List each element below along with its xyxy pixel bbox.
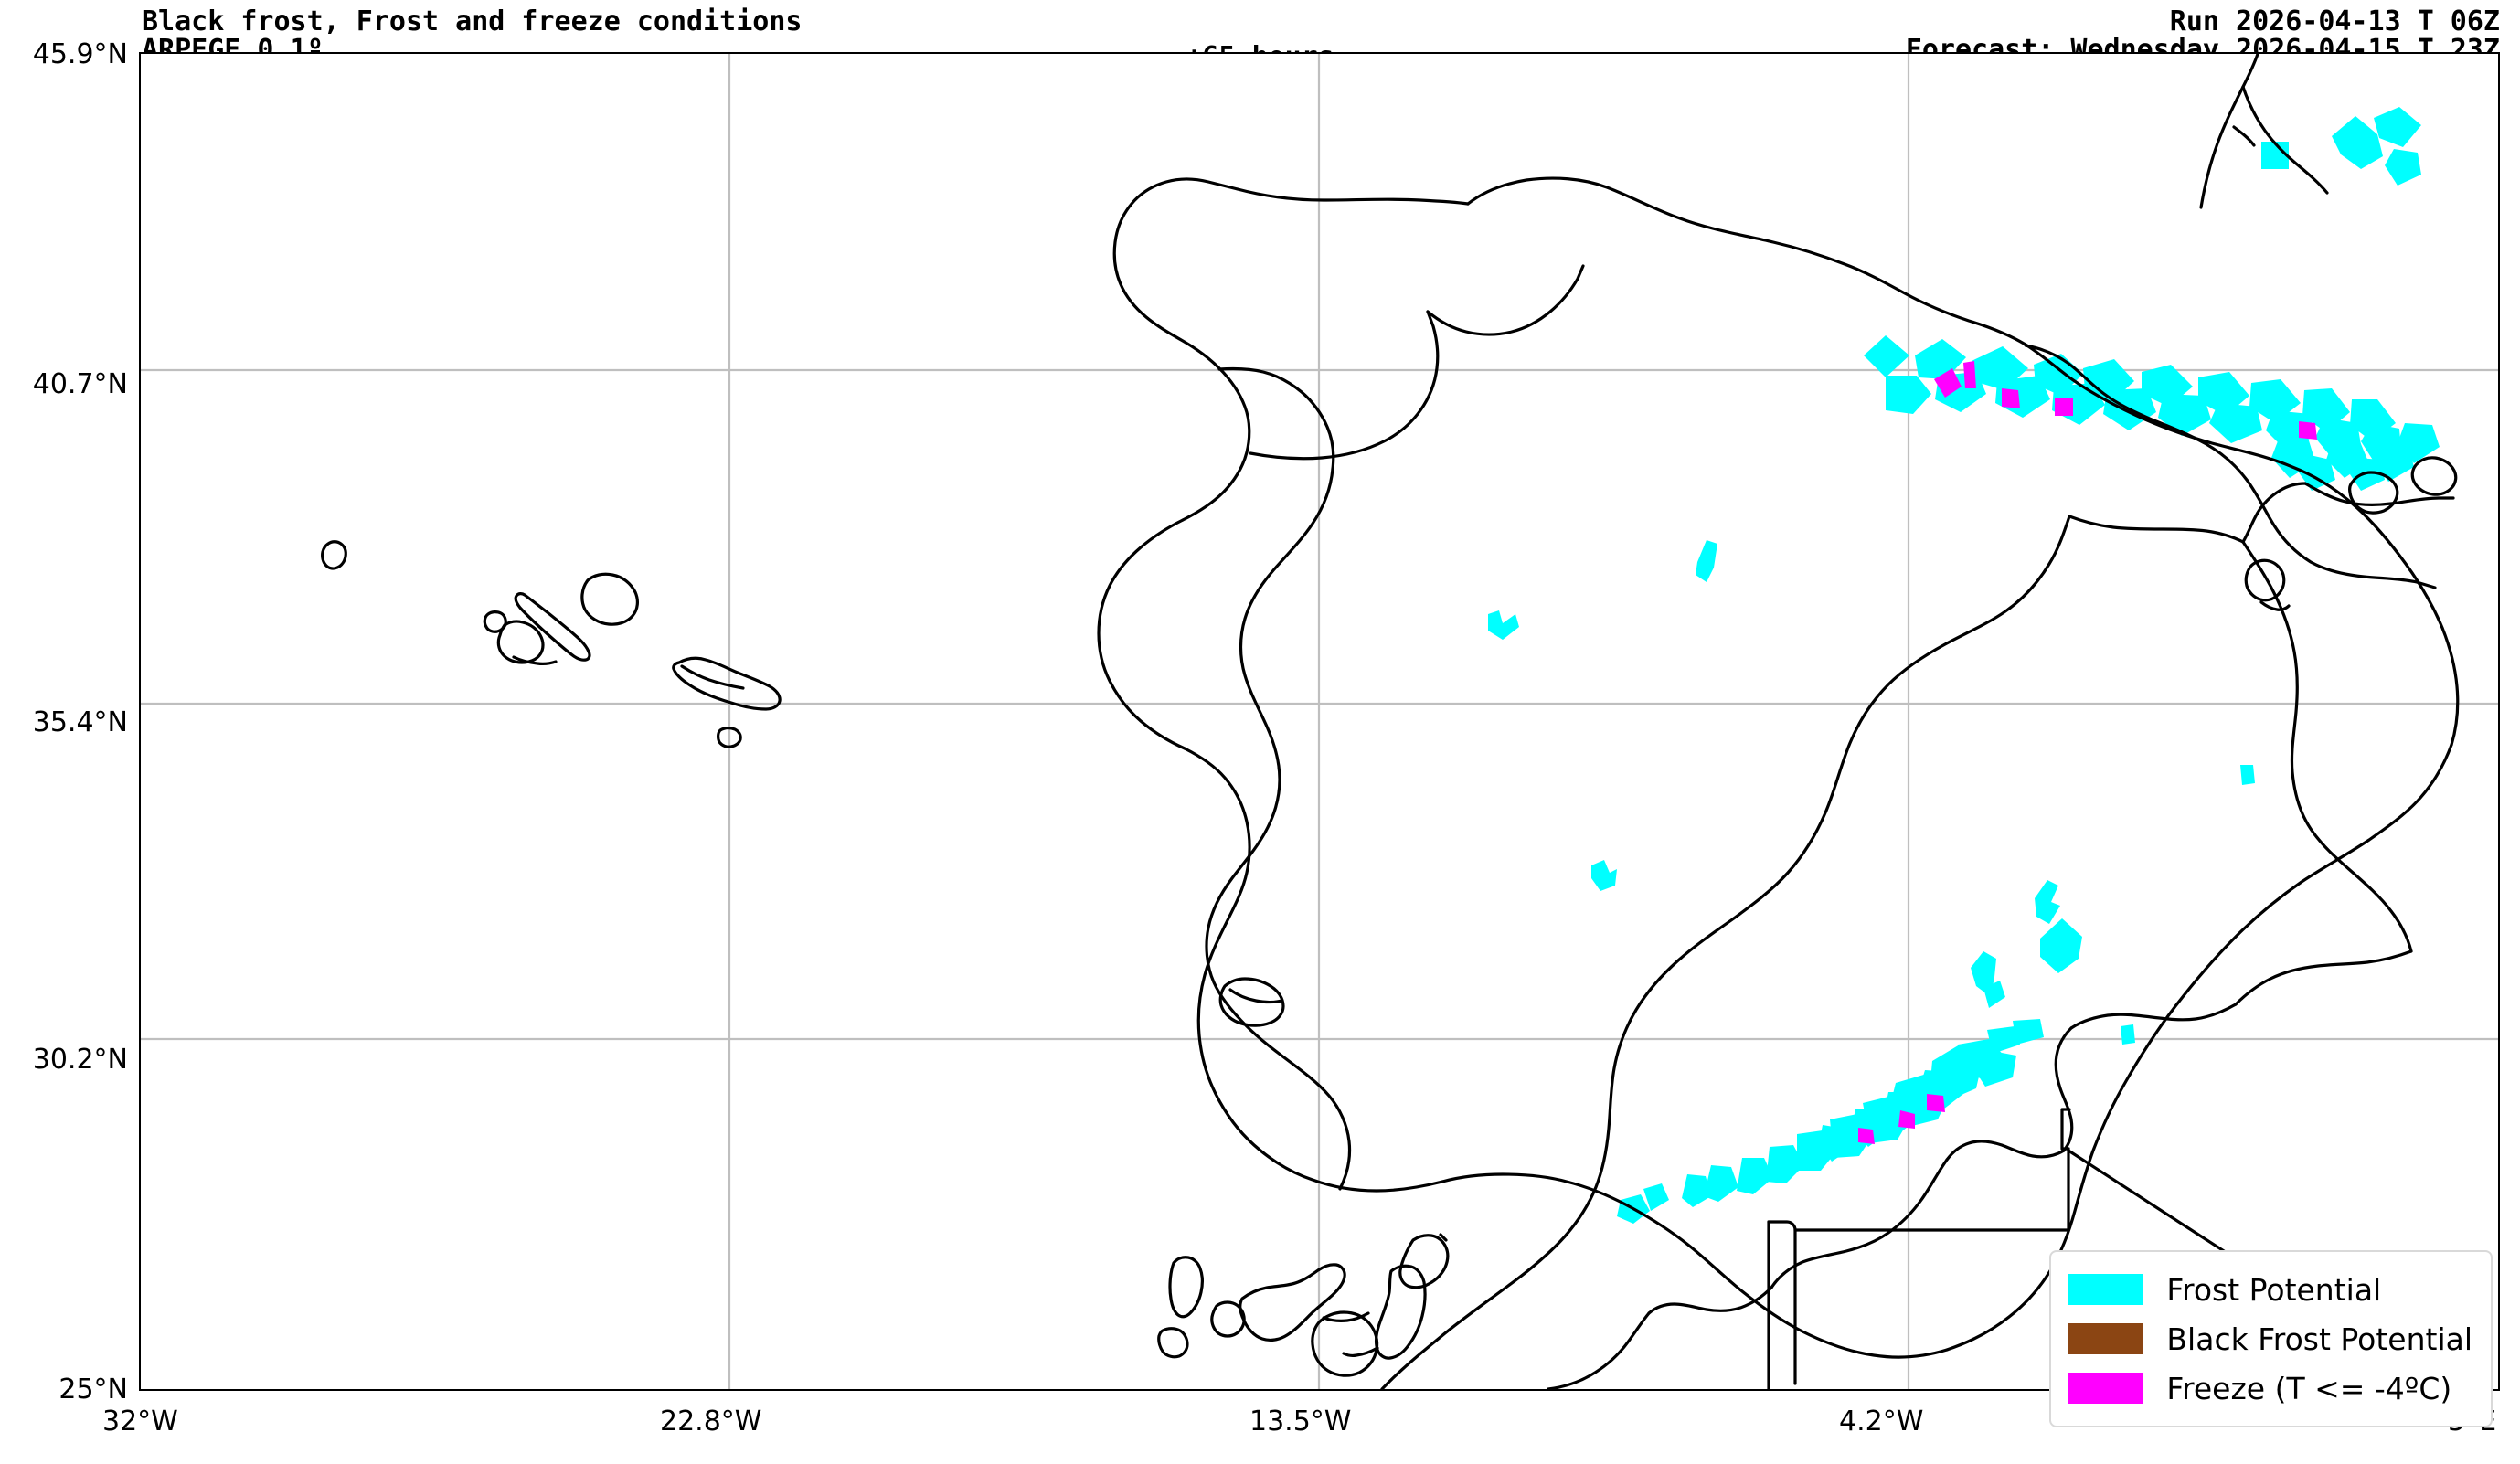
y-tick-label-1: 40.7°N (32, 368, 128, 400)
map-legend: Frost Potential Black Frost Potential Fr… (2049, 1250, 2493, 1427)
freeze-shading (1858, 361, 2317, 1144)
map-plot-area[interactable] (139, 52, 2500, 1391)
x-tick-label-2: 13.5°W (1249, 1406, 1352, 1437)
map-canvas (141, 54, 2498, 1389)
run-label: Run 2026-04-13 T 06Z (2169, 5, 2500, 37)
y-tick-label-4: 25°N (58, 1374, 128, 1406)
legend-item-freeze: Freeze (T <= -4ºC) (2068, 1363, 2472, 1413)
x-tick-label-0: 32°W (102, 1406, 178, 1437)
legend-swatch-frost-potential (2068, 1274, 2143, 1305)
legend-label-black-frost-potential: Black Frost Potential (2166, 1321, 2472, 1357)
legend-swatch-freeze (2068, 1373, 2143, 1404)
x-tick-label-3: 4.2°W (1839, 1406, 1924, 1437)
y-tick-label-0: 45.9°N (32, 38, 128, 70)
legend-item-black-frost-potential: Black Frost Potential (2068, 1314, 2472, 1363)
legend-swatch-black-frost-potential (2068, 1323, 2143, 1354)
coastlines (321, 54, 2460, 1389)
legend-item-frost-potential: Frost Potential (2068, 1265, 2472, 1314)
grid-lines (141, 54, 2498, 1389)
y-tick-label-3: 30.2°N (32, 1044, 128, 1076)
x-tick-label-1: 22.8°W (660, 1406, 762, 1437)
legend-label-frost-potential: Frost Potential (2166, 1271, 2382, 1308)
y-tick-label-2: 35.4°N (32, 706, 128, 738)
map-title: Black frost, Frost and freeze conditions (142, 5, 803, 37)
legend-label-freeze: Freeze (T <= -4ºC) (2166, 1370, 2452, 1406)
